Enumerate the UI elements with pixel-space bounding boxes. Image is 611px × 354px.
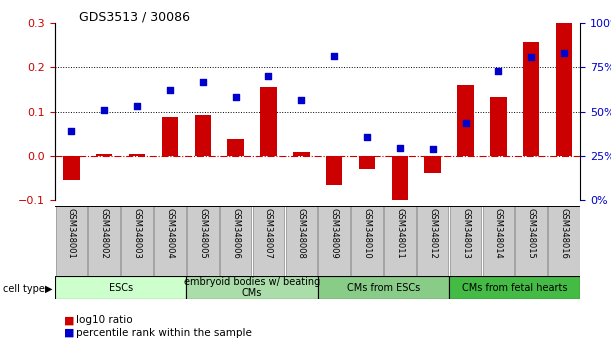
Text: GSM348005: GSM348005 xyxy=(199,207,207,258)
FancyBboxPatch shape xyxy=(220,206,251,276)
Text: GSM348002: GSM348002 xyxy=(100,207,109,258)
Text: GSM348015: GSM348015 xyxy=(527,207,536,258)
FancyBboxPatch shape xyxy=(186,276,318,299)
Bar xyxy=(425,156,441,173)
Text: ■: ■ xyxy=(64,328,75,338)
Point xyxy=(165,87,175,93)
Text: GSM348006: GSM348006 xyxy=(231,207,240,258)
Text: GSM348012: GSM348012 xyxy=(428,207,437,258)
FancyBboxPatch shape xyxy=(55,276,186,299)
Bar xyxy=(194,115,211,156)
Point xyxy=(100,107,109,113)
Point xyxy=(428,146,437,152)
Point xyxy=(494,68,503,74)
Text: embryoid bodies w/ beating
CMs: embryoid bodies w/ beating CMs xyxy=(184,277,320,298)
Point xyxy=(461,121,470,126)
FancyBboxPatch shape xyxy=(56,206,87,276)
FancyBboxPatch shape xyxy=(318,206,350,276)
Point xyxy=(395,145,404,151)
Text: CMs from fetal hearts: CMs from fetal hearts xyxy=(462,282,568,293)
Point xyxy=(329,53,339,59)
Bar xyxy=(63,156,79,180)
Point xyxy=(559,50,569,56)
Text: GSM348003: GSM348003 xyxy=(133,207,142,258)
Bar xyxy=(556,23,573,156)
FancyBboxPatch shape xyxy=(548,206,580,276)
Point xyxy=(231,94,241,100)
FancyBboxPatch shape xyxy=(351,206,382,276)
FancyBboxPatch shape xyxy=(449,276,580,299)
FancyBboxPatch shape xyxy=(417,206,448,276)
Text: GSM348001: GSM348001 xyxy=(67,207,76,258)
Text: percentile rank within the sample: percentile rank within the sample xyxy=(76,328,252,338)
FancyBboxPatch shape xyxy=(516,206,547,276)
Text: ESCs: ESCs xyxy=(109,282,133,293)
Bar xyxy=(293,152,310,156)
Point xyxy=(198,79,208,85)
Point xyxy=(296,97,306,102)
Bar xyxy=(359,156,375,169)
FancyBboxPatch shape xyxy=(154,206,186,276)
Point xyxy=(362,134,372,140)
Bar xyxy=(227,139,244,156)
Bar xyxy=(129,154,145,156)
Text: ■: ■ xyxy=(64,315,75,325)
Text: log10 ratio: log10 ratio xyxy=(76,315,133,325)
Text: CMs from ESCs: CMs from ESCs xyxy=(347,282,420,293)
Point xyxy=(263,73,273,79)
Bar xyxy=(523,42,540,156)
Text: GSM348010: GSM348010 xyxy=(362,207,371,258)
Bar xyxy=(392,156,408,202)
FancyBboxPatch shape xyxy=(89,206,120,276)
Text: GSM348014: GSM348014 xyxy=(494,207,503,258)
Text: GDS3513 / 30086: GDS3513 / 30086 xyxy=(79,11,191,24)
Text: GSM348013: GSM348013 xyxy=(461,207,470,258)
FancyBboxPatch shape xyxy=(285,206,317,276)
Text: GSM348007: GSM348007 xyxy=(264,207,273,258)
Bar xyxy=(490,97,507,156)
Text: GSM348016: GSM348016 xyxy=(560,207,568,258)
Text: GSM348004: GSM348004 xyxy=(166,207,174,258)
Bar xyxy=(326,156,342,184)
Bar xyxy=(162,117,178,156)
Point xyxy=(67,129,76,134)
FancyBboxPatch shape xyxy=(318,276,449,299)
FancyBboxPatch shape xyxy=(384,206,415,276)
Point xyxy=(526,54,536,60)
FancyBboxPatch shape xyxy=(187,206,219,276)
FancyBboxPatch shape xyxy=(122,206,153,276)
Text: GSM348008: GSM348008 xyxy=(297,207,306,258)
Text: ▶: ▶ xyxy=(45,284,52,293)
Text: cell type: cell type xyxy=(3,284,45,293)
Bar xyxy=(260,87,277,156)
Text: GSM348009: GSM348009 xyxy=(330,207,338,258)
FancyBboxPatch shape xyxy=(253,206,284,276)
FancyBboxPatch shape xyxy=(450,206,481,276)
Text: GSM348011: GSM348011 xyxy=(395,207,404,258)
Bar xyxy=(96,154,112,156)
Bar xyxy=(457,85,474,156)
FancyBboxPatch shape xyxy=(483,206,514,276)
Point xyxy=(132,103,142,109)
